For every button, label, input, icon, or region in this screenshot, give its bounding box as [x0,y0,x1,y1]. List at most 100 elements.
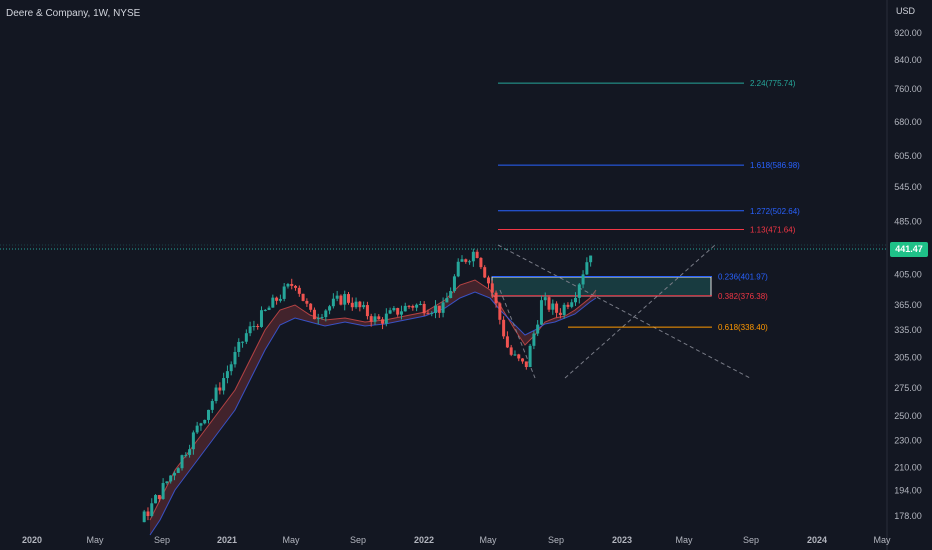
candle-body [343,294,347,305]
candle-body [381,319,385,324]
candle-body [271,297,275,308]
candle-body [222,378,226,391]
candle-body [486,277,490,284]
candle-body [403,305,407,312]
price-axis: 920.00 840.00 760.00 680.00 605.00 545.00 485.… [894,28,922,521]
candle-body [418,303,422,305]
candle-body [335,295,339,299]
price-tick-label: 760.00 [894,84,922,94]
candle-body [505,336,509,348]
last-price-badge: 441.47 [890,242,928,257]
projection-line-up [564,244,716,379]
price-tick-label: 305.00 [894,353,922,363]
candle-body [399,311,403,315]
candle-body [449,291,453,298]
candle-body [203,419,207,424]
fib-extension-levels: 2.24(775.74) 1.618(586.98) 1.272(502.64) 1.… [492,79,800,332]
candle-body [441,302,445,313]
candle-body [309,303,313,310]
candle-body [521,358,525,362]
candle-body [411,305,415,308]
candle-body [543,297,547,301]
candle-body [574,297,578,303]
price-tick-label: 365.00 [894,300,922,310]
candle-body [490,283,494,293]
candle-body [191,432,195,450]
time-tick-label: Sep [350,535,366,545]
candle-body [244,333,248,342]
candle-body [339,295,343,305]
candle-body [464,259,468,262]
price-tick-label: 250.00 [894,411,922,421]
candle-body [157,495,161,499]
candle-body [324,310,328,318]
candle-body [312,309,316,320]
candle-body [169,475,173,482]
candle-body [585,262,589,275]
candle-body [180,455,184,469]
price-tick-label: 920.00 [894,28,922,38]
candle-body [415,304,419,308]
candle-body [316,318,320,320]
price-tick-label: 485.00 [894,216,922,226]
candle-body [396,308,400,315]
candle-body [346,294,350,303]
fib-level-label: 1.272(502.64) [750,207,800,216]
candle-body [434,305,438,313]
candle-body [172,472,176,476]
candles-layer [142,248,593,523]
fib-level-label: 2.24(775.74) [750,79,796,88]
candle-body [517,354,521,359]
candle-body [577,284,581,298]
candle-body [282,286,286,299]
candle-body [532,333,536,346]
time-tick-label: May [479,535,497,545]
candle-body [142,511,146,523]
time-axis: 2020 May Sep 2021 May Sep 2022 May Sep 2023 May Sep… [22,535,891,545]
candle-body [445,297,449,303]
time-tick-label: May [675,535,693,545]
candle-body [195,425,199,433]
candle-body [407,305,411,307]
time-tick-label: 2020 [22,535,42,545]
candle-body [468,261,472,263]
candle-body [483,267,487,278]
candle-body [146,511,150,517]
candle-body [237,341,241,352]
candle-body [267,307,271,310]
candle-body [297,287,301,294]
candle-body [479,257,483,268]
time-tick-label: Sep [154,535,170,545]
candle-body [199,423,203,426]
candle-body [475,251,479,258]
candle-body [248,326,252,334]
candle-body [365,305,369,317]
ma-ribbon [149,279,597,536]
ma-slow-line [149,291,597,536]
ma-fast-line [149,279,597,521]
projection-line-down [497,244,751,379]
candle-body [241,341,245,343]
candle-body [369,316,373,322]
candle-body [426,313,430,315]
candle-body [430,312,434,314]
candle-body [214,387,218,402]
candle-body [207,409,211,420]
time-tick-label: Sep [548,535,564,545]
candle-body [256,326,260,328]
candle-body [161,483,165,499]
candle-body [275,297,279,301]
candle-body [210,401,214,410]
candle-body [233,351,237,365]
candle-body [225,371,229,379]
candle-body [150,503,154,517]
time-tick-label: May [282,535,300,545]
candle-body [350,302,354,308]
candle-body [551,303,555,310]
candle-body [377,316,381,320]
candle-body [331,298,335,307]
fib-level-label: 0.236(401.97) [718,272,768,281]
fib-level-label: 1.13(471.64) [750,225,796,234]
candle-body [388,310,392,314]
